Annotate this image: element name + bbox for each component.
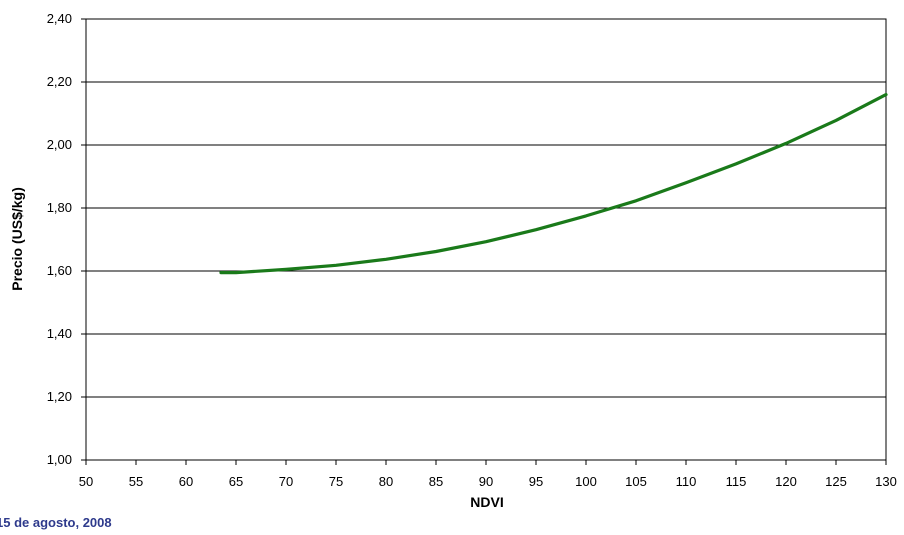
x-tick-label: 75	[329, 474, 343, 489]
x-tick-label: 50	[79, 474, 93, 489]
x-tick-label: 120	[775, 474, 797, 489]
x-tick-label: 100	[575, 474, 597, 489]
x-tick-label: 90	[479, 474, 493, 489]
x-tick-label: 60	[179, 474, 193, 489]
y-tick-label: 2,40	[47, 11, 72, 26]
x-tick-label: 85	[429, 474, 443, 489]
gridlines	[86, 18, 886, 461]
x-tick-labels: 50 55 60 65 70 75 80 85 90 95 100 105 110 115 120 125 13…	[79, 474, 897, 489]
y-tick-label: 1,40	[47, 326, 72, 341]
x-tick-label: 55	[129, 474, 143, 489]
y-tick-label: 2,00	[47, 137, 72, 152]
date-footnote: 15 de agosto, 2008	[0, 515, 112, 530]
x-tick-label: 65	[229, 474, 243, 489]
y-tick-label: 2,20	[47, 74, 72, 89]
series-line	[219, 92, 888, 275]
y-axis-title: Precio (US$/kg)	[9, 187, 25, 290]
x-tick-label: 105	[625, 474, 647, 489]
x-axis-title: NDVI	[470, 494, 503, 510]
x-tick-label: 115	[726, 474, 747, 489]
y-tick-labels: 1,00 1,20 1,40 1,60 1,80 2,00 2,20 2,40	[47, 11, 72, 467]
series-layer	[219, 92, 888, 275]
y-tick-label: 1,80	[47, 200, 72, 215]
axes	[81, 18, 887, 465]
x-tick-label: 110	[676, 474, 697, 489]
y-tick-label: 1,60	[47, 263, 72, 278]
y-tick-label: 1,00	[47, 452, 72, 467]
plot-border	[85, 18, 887, 461]
x-tick-label: 130	[875, 474, 897, 489]
x-tick-label: 125	[825, 474, 847, 489]
x-tick-label: 70	[279, 474, 293, 489]
y-tick-label: 1,20	[47, 389, 72, 404]
x-tick-label: 80	[379, 474, 393, 489]
x-tick-label: 95	[529, 474, 543, 489]
